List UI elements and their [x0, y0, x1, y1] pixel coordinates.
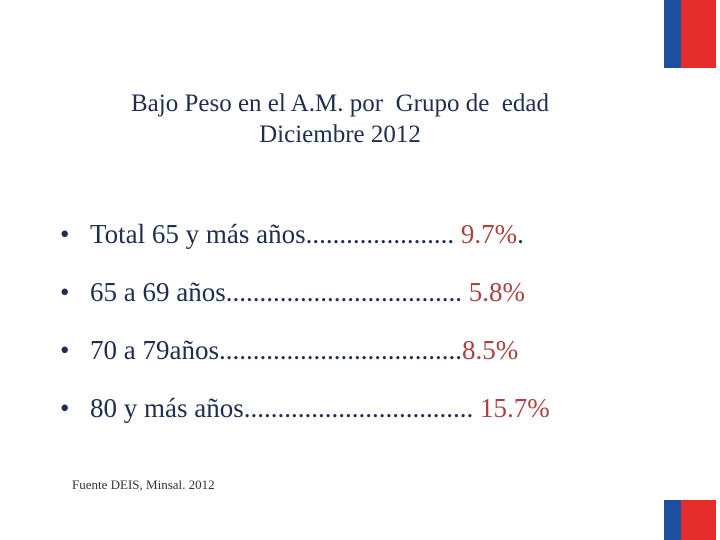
flag-decoration-bottom: [664, 500, 716, 540]
bullet-dot: •: [60, 277, 70, 307]
source-note: Fuente DEIS, Minsal. 2012: [72, 477, 215, 492]
bullet-value: 9.7%: [454, 219, 518, 249]
bullet-suffix: .: [517, 219, 524, 249]
bullet-label: 65 a 69 años............................…: [90, 277, 462, 307]
flag-decoration-top: [664, 0, 716, 68]
bullet-dot: •: [60, 335, 70, 365]
bullet-label: 80 y más años...........................…: [90, 393, 474, 423]
bullet-value: 15.7%: [473, 393, 550, 423]
bullet-dot: •: [60, 219, 70, 249]
flag-blue-stripe: [664, 500, 681, 540]
bullet-label: Total 65 y más años.....................…: [90, 219, 455, 249]
flag-red-stripe: [681, 500, 716, 540]
slide-title-line-2: Diciembre 2012: [259, 121, 421, 148]
slide-title-line-1: Bajo Peso en el A.M. por Grupo de edad: [131, 90, 549, 117]
bullet-label: 70 a 79años.............................…: [90, 335, 462, 365]
flag-blue-stripe: [664, 0, 681, 68]
bullet-value: 8.5%: [461, 335, 519, 365]
flag-red-stripe: [681, 0, 716, 68]
bullet-value: 5.8%: [461, 277, 525, 307]
bullet-dot: •: [60, 393, 70, 423]
slide-title: Bajo Peso en el A.M. por Grupo de edad D…: [50, 88, 630, 150]
